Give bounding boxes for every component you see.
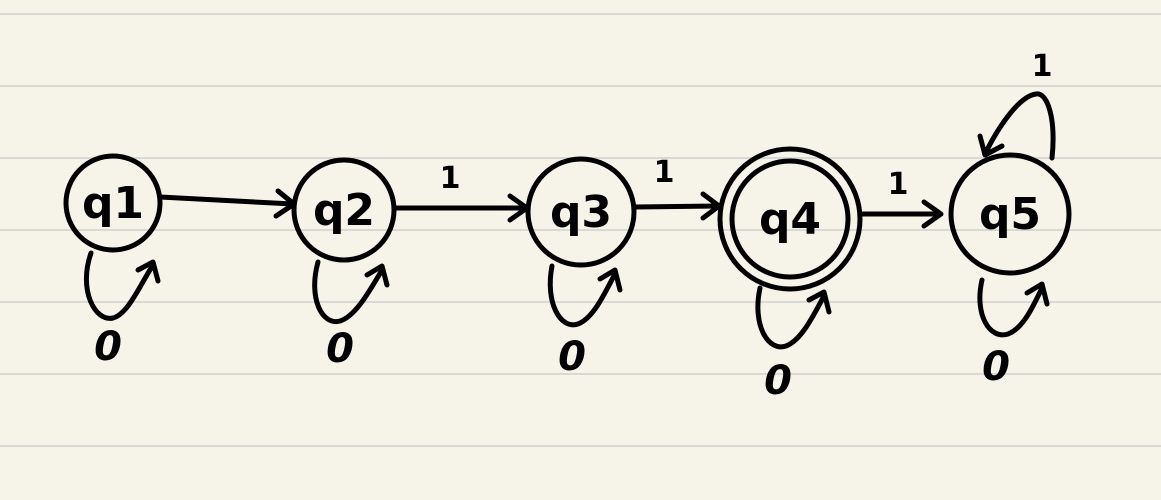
- loop-label: 0: [764, 358, 792, 404]
- loop-label: 0: [326, 326, 354, 372]
- state-q5: q5: [948, 152, 1072, 276]
- self-loop-q1: 0: [84, 250, 161, 370]
- state-circle: [291, 157, 397, 263]
- loop-arc: [983, 91, 1056, 161]
- loop-arc: [977, 277, 1045, 338]
- loop-label: 1: [1032, 49, 1053, 84]
- arrow-head-icon: [135, 259, 161, 284]
- self-loop-q5-zero: 0: [977, 277, 1050, 390]
- transition-q4-q5: 1: [857, 167, 944, 229]
- state-circle: [63, 153, 163, 253]
- state-q1: q1: [63, 153, 163, 253]
- self-loop-q3: 0: [547, 263, 623, 380]
- loop-label: 0: [982, 344, 1010, 390]
- arrow-head-icon: [921, 199, 944, 229]
- state-label: q3: [550, 187, 612, 238]
- arrow-head-icon: [273, 188, 297, 219]
- self-loop-q2: 0: [312, 259, 390, 372]
- state-q3: q3: [525, 156, 637, 268]
- arrow-head-icon: [806, 289, 832, 315]
- state-circle: [948, 152, 1072, 276]
- state-circle: [525, 156, 637, 268]
- state-label: q1: [82, 178, 144, 229]
- transition-q3-q4: 1: [631, 155, 722, 221]
- loop-arc: [755, 285, 827, 350]
- transition-label: 1: [888, 167, 909, 202]
- accepting-state-outer-circle: [717, 146, 863, 292]
- arrow-head-icon: [700, 191, 722, 221]
- self-loop-q4: 0: [755, 285, 832, 404]
- arrow-head-icon: [507, 193, 530, 223]
- transition-q1-q2: [157, 188, 297, 219]
- transition-label: 1: [440, 161, 461, 196]
- loop-label: 0: [558, 334, 586, 380]
- transition-q2-q3: 1: [393, 161, 530, 223]
- loop-arc: [547, 263, 618, 328]
- state-label: q5: [979, 189, 1041, 240]
- state-q4: q4: [717, 146, 863, 292]
- transition-label: 1: [654, 155, 675, 190]
- arrow-head-icon: [364, 263, 390, 288]
- state-q2: q2: [291, 157, 397, 263]
- transition-arrow: [631, 203, 721, 210]
- state-label: q2: [313, 185, 375, 236]
- loop-arc: [312, 259, 385, 325]
- state-circle: [729, 158, 851, 280]
- loop-label: 0: [94, 324, 122, 370]
- arrow-head-icon: [1024, 281, 1050, 307]
- arrow-head-icon: [597, 267, 623, 293]
- state-label: q4: [759, 194, 821, 245]
- self-loop-q5-one: 1: [977, 49, 1056, 161]
- loop-arc: [84, 250, 156, 321]
- arrow-head-icon: [977, 133, 1005, 158]
- transition-arrow: [157, 194, 296, 207]
